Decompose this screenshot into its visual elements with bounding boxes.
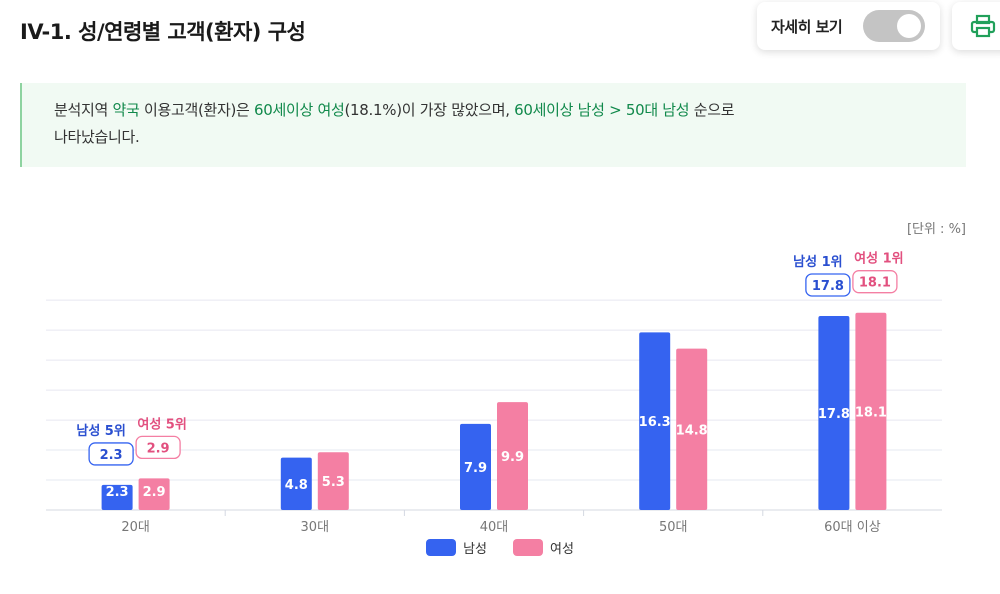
bar-value-label: 17.8 <box>818 407 850 422</box>
callout-value: 18.1 <box>859 276 891 291</box>
bar-chart: 20대 2.3 2.9 30대 4.8 5.3 40대 7.9 9.9 50대 16.3 14.8 60… <box>46 251 942 535</box>
bar-male <box>818 315 850 510</box>
bar-value-label: 18.1 <box>855 405 887 420</box>
callout-rank-label: 남성 1위 <box>793 254 842 270</box>
printer-icon <box>970 14 996 38</box>
summary-region: 약국 <box>112 101 140 119</box>
callout-value: 2.3 <box>100 448 123 463</box>
bar-male <box>639 332 671 510</box>
summary-text: (18.1%)이 가장 많았으며, <box>344 101 515 119</box>
callout-box <box>852 270 898 294</box>
summary-text: 이용고객(환자)은 <box>139 101 255 119</box>
callout-value: 17.8 <box>812 279 844 294</box>
summary-line-1: 분석지역 약국 이용고객(환자)은 60세이상 여성(18.1%)이 가장 많았… <box>54 97 966 124</box>
callout-box <box>805 273 851 297</box>
summary-box: 분석지역 약국 이용고객(환자)은 60세이상 여성(18.1%)이 가장 많았… <box>20 83 966 167</box>
callout-rank-label: 여성 1위 <box>854 251 903 267</box>
callout-rank-label: 남성 5위 <box>76 423 125 439</box>
bar-female <box>676 348 708 510</box>
detail-view-toggle-card: 자세히 보기 <box>757 2 940 50</box>
callout-rank-label: 여성 5위 <box>137 416 186 432</box>
summary-top1: 60세이상 여성 <box>254 101 345 119</box>
legend-label-male: 남성 <box>463 542 487 557</box>
summary-text: 순으로 <box>689 101 735 119</box>
toggle-label: 자세히 보기 <box>771 17 843 36</box>
bar-value-label: 5.3 <box>322 475 345 490</box>
toggle-knob <box>897 14 921 38</box>
bar-female <box>317 452 349 510</box>
bar-value-label: 2.9 <box>143 485 166 500</box>
bar-female <box>497 402 528 510</box>
summary-top2: 60세이상 남성 <box>514 101 605 119</box>
x-tick-label: 60대 이상 <box>824 520 881 535</box>
unit-label: [단위 : %] <box>906 222 966 237</box>
bar-female <box>855 312 887 510</box>
bar-male <box>460 423 491 510</box>
callout-value: 2.9 <box>147 441 170 456</box>
summary-top3: 50대 남성 <box>625 101 690 119</box>
bar-value-label: 7.9 <box>464 461 487 476</box>
x-tick-label: 40대 <box>480 520 509 535</box>
legend-swatch-male <box>426 539 457 556</box>
legend-swatch-female <box>513 539 543 556</box>
legend-item-female[interactable]: 여성 <box>513 538 574 557</box>
x-tick-label: 30대 <box>301 520 330 535</box>
summary-line-2: 나타났습니다. <box>54 128 140 146</box>
chart-legend: 남성 여성 <box>0 538 1000 557</box>
detail-view-toggle[interactable] <box>863 10 925 42</box>
bar-male <box>280 457 312 510</box>
bar-value-label: 16.3 <box>639 415 671 430</box>
summary-sep: > <box>604 101 626 119</box>
print-button[interactable] <box>952 2 1000 50</box>
bar-female <box>138 478 170 510</box>
summary-text: 분석지역 <box>54 101 113 119</box>
bar-value-label: 2.3 <box>106 485 129 500</box>
callout-box <box>88 442 134 466</box>
legend-item-male[interactable]: 남성 <box>426 538 487 557</box>
x-tick-label: 50대 <box>659 520 688 535</box>
x-tick-label: 20대 <box>121 520 150 535</box>
bar-male <box>101 484 133 510</box>
legend-label-female: 여성 <box>550 542 574 557</box>
bar-value-label: 4.8 <box>285 478 308 493</box>
callout-box <box>135 435 181 460</box>
page-title: IV-1. 성/연령별 고객(환자) 구성 <box>20 20 306 44</box>
bar-value-label: 14.8 <box>676 423 708 438</box>
bar-value-label: 9.9 <box>501 450 524 465</box>
